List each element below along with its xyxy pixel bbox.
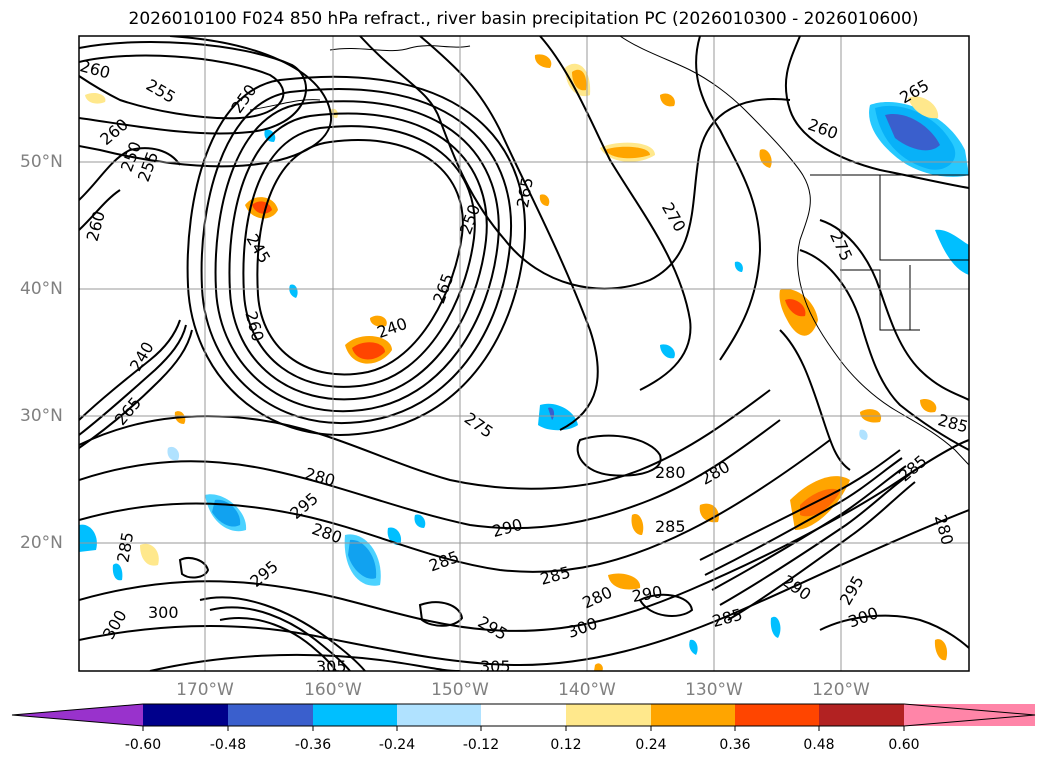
longitude-label: 140°W bbox=[558, 680, 616, 700]
colorbar-tick-label: 0.36 bbox=[719, 737, 751, 753]
colorbar-tick-label: -0.36 bbox=[294, 737, 332, 753]
colorbar bbox=[11, 703, 1036, 731]
contour-label: 300 bbox=[148, 603, 179, 622]
latitude-label: 40°N bbox=[20, 279, 63, 299]
colorbar-tick-label: -0.12 bbox=[462, 737, 500, 753]
longitude-label: 170°W bbox=[176, 680, 234, 700]
latitude-label: 30°N bbox=[20, 406, 63, 426]
colorbar-tick-label: 0.24 bbox=[635, 737, 667, 753]
map-title: 2026010100 F024 850 hPa refract., river … bbox=[128, 9, 919, 29]
contour-label: 305 bbox=[316, 657, 347, 676]
colorbar-tick-label: 0.48 bbox=[803, 737, 835, 753]
colorbar-cell bbox=[143, 704, 228, 726]
latitude-label: 20°N bbox=[20, 533, 63, 553]
colorbar-tick-label: -0.48 bbox=[209, 737, 247, 753]
longitude-label: 120°W bbox=[812, 680, 870, 700]
colorbar-under-triangle bbox=[12, 704, 143, 726]
colorbar-cell bbox=[735, 704, 819, 726]
colorbar-tick-label: -0.24 bbox=[378, 737, 416, 753]
colorbar-cell bbox=[481, 704, 566, 726]
colorbar-cell bbox=[313, 704, 397, 726]
map-border bbox=[78, 35, 970, 672]
contour-label: 280 bbox=[655, 463, 686, 482]
coastlines-and-borders bbox=[249, 36, 969, 466]
colorbar-cell bbox=[397, 704, 481, 726]
colorbar-tick-label: 0.60 bbox=[888, 737, 920, 753]
colorbar-tick-label: 0.12 bbox=[550, 737, 582, 753]
refractivity-contours bbox=[79, 36, 969, 671]
colorbar-over-triangle bbox=[904, 704, 1035, 726]
map-gridlines bbox=[79, 36, 969, 671]
colorbar-cell bbox=[651, 704, 735, 726]
latitude-label: 50°N bbox=[20, 152, 63, 172]
colorbar-cell bbox=[566, 704, 651, 726]
colorbar-tick-label: -0.60 bbox=[124, 737, 162, 753]
longitude-label: 150°W bbox=[431, 680, 489, 700]
colorbar-cell bbox=[228, 704, 313, 726]
longitude-label: 130°W bbox=[685, 680, 743, 700]
colorbar-cell bbox=[819, 704, 904, 726]
map-plot-area bbox=[79, 36, 969, 671]
contour-label: 285 bbox=[655, 517, 686, 536]
contour-labels: 260 255 250 260 250 255 260 245 260 240 … bbox=[79, 56, 969, 676]
contour-label: 305 bbox=[480, 657, 511, 676]
longitude-label: 160°W bbox=[304, 680, 362, 700]
